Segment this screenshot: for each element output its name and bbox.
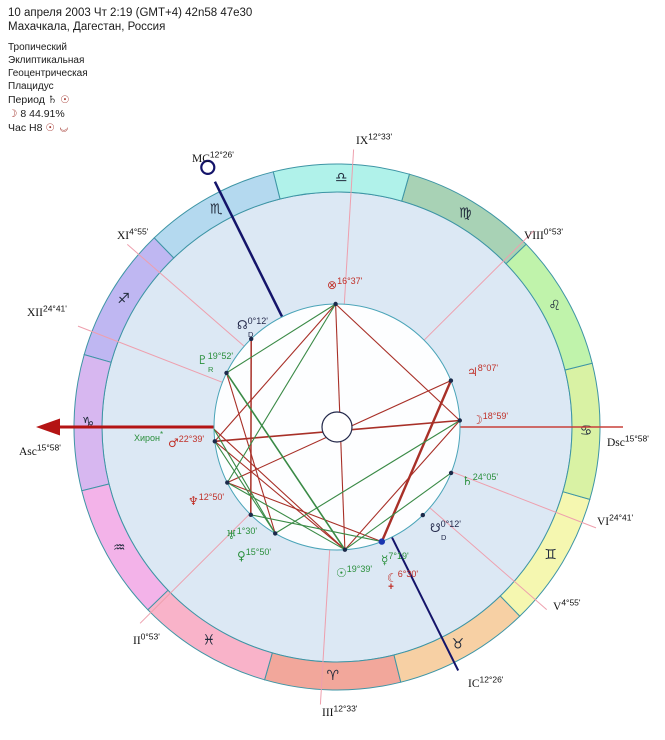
asc-arrowhead <box>36 419 60 436</box>
period-row: Период ♄ ☉ <box>8 93 252 107</box>
planet-point-venus <box>273 531 277 535</box>
planetary-hour-row: Час H8 ☉ ☽ <box>8 121 252 135</box>
center-circle <box>322 412 352 442</box>
house-label-iii: III12°33' <box>322 704 358 720</box>
sign-glyph-gemini: ♊ <box>544 547 557 563</box>
period-label: Период <box>8 94 45 106</box>
planet-point-uranus <box>249 513 253 517</box>
house-label-xi: XI4°55' <box>117 227 149 243</box>
setting-zodiac: Тропический <box>8 41 252 54</box>
house-label-ii: II0°53' <box>133 632 160 648</box>
sign-glyph-taurus: ♉ <box>452 637 465 653</box>
sign-glyph-virgo: ♍ <box>459 206 472 222</box>
sign-glyph-cancer: ♋ <box>580 423 593 439</box>
house-label-ix: IX12°33' <box>356 132 392 148</box>
sign-glyph-pisces: ♓ <box>203 633 216 649</box>
crescent-up-icon: ☽ <box>55 123 69 132</box>
sign-glyph-libra: ♎ <box>335 170 348 186</box>
sign-glyph-sagittarius: ♐ <box>117 291 130 307</box>
sign-glyph-aries: ♈ <box>327 668 340 684</box>
planet-point-mercury <box>379 538 385 544</box>
sign-glyph-scorpio: ♏ <box>210 201 223 217</box>
planet-marker-south-node: D <box>441 533 447 542</box>
planet-point-mars <box>213 439 217 443</box>
chart-header: 10 апреля 2003 Чт 2:19 (GMT+4) 42n58 47e… <box>8 6 252 135</box>
house-label-viii: VIII0°53' <box>524 227 563 243</box>
planet-point-fortune <box>333 302 337 306</box>
moon-phase-row: ☽ 8 44.91% <box>8 107 252 121</box>
planet-point-pluto <box>224 371 228 375</box>
ic-label: IC12°26' <box>468 675 504 691</box>
saturn-icon: ♄ <box>48 94 57 106</box>
moon-phase-value: 8 44.91% <box>20 108 64 120</box>
setting-houses: Плацидус <box>8 80 252 93</box>
planet-point-neptune <box>225 480 229 484</box>
house-label-xii: XII24°41' <box>27 304 67 320</box>
sun-icon: ☉ <box>60 94 69 106</box>
planet-marker-north-node: D <box>248 330 254 339</box>
planet-point-jupiter <box>449 378 453 382</box>
dsc-label: Dsc15°58' <box>607 434 649 450</box>
moon-icon: ☽ <box>8 108 17 120</box>
planet-point-sun <box>343 548 347 552</box>
planet-point-south-node <box>421 513 425 517</box>
sign-glyph-aquarius: ♒ <box>113 540 126 556</box>
sun-icon: ☉ <box>45 122 54 134</box>
setting-geocentric: Геоцентрическая <box>8 67 252 80</box>
sign-glyph-leo: ♌ <box>548 298 561 314</box>
hour-label: Час H8 <box>8 122 42 134</box>
setting-ecliptic: Эклиптикальная <box>8 54 252 67</box>
house-label-vi: VI24°41' <box>597 513 633 529</box>
planet-marker-pluto: R <box>208 365 214 374</box>
asc-label: Asc15°58' <box>19 443 61 459</box>
planet-point-saturn <box>449 471 453 475</box>
birth-datetime: 10 апреля 2003 Чт 2:19 (GMT+4) 42n58 47e… <box>8 6 252 20</box>
planet-point-moon <box>458 418 462 422</box>
house-label-v: V4°55' <box>553 598 581 614</box>
birth-place: Махачкала, Дагестан, Россия <box>8 20 252 34</box>
